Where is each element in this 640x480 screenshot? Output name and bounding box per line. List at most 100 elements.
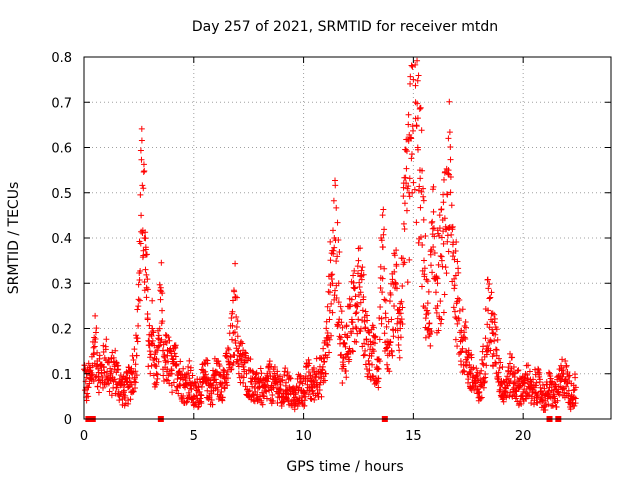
data-point xyxy=(175,390,182,397)
data-point xyxy=(343,374,350,381)
data-point xyxy=(336,333,343,340)
data-point xyxy=(387,291,394,298)
data-point xyxy=(497,386,504,393)
data-point xyxy=(491,315,498,322)
data-point xyxy=(216,362,223,369)
y-axis-ticks: 0 0.1 0.2 0.3 0.4 0.5 0.6 0.7 0.8 xyxy=(51,51,611,428)
data-point xyxy=(379,289,386,296)
data-point xyxy=(168,352,175,359)
data-point xyxy=(410,127,417,134)
data-point xyxy=(422,334,429,341)
data-point xyxy=(197,391,204,398)
data-point xyxy=(398,316,405,323)
data-point xyxy=(229,308,236,315)
data-point xyxy=(420,216,427,223)
data-point xyxy=(335,236,342,243)
data-point xyxy=(442,264,449,271)
data-point xyxy=(532,382,539,389)
data-point xyxy=(302,393,309,400)
data-point xyxy=(337,334,344,341)
data-point xyxy=(454,295,461,302)
data-point xyxy=(90,378,97,385)
data-point xyxy=(445,170,452,177)
data-point xyxy=(360,271,367,278)
data-point xyxy=(401,225,408,232)
data-point xyxy=(375,384,382,391)
data-point xyxy=(266,358,273,365)
data-point xyxy=(132,361,139,368)
data-point xyxy=(404,185,411,192)
data-point xyxy=(418,127,425,134)
data-point xyxy=(354,303,361,310)
data-point xyxy=(350,272,357,279)
data-point xyxy=(422,233,429,240)
data-point xyxy=(155,335,162,342)
data-point xyxy=(430,183,437,190)
data-point xyxy=(172,361,179,368)
data-point xyxy=(198,392,205,399)
data-point xyxy=(135,296,142,303)
data-point xyxy=(494,336,501,343)
data-point xyxy=(108,368,115,375)
data-point xyxy=(172,342,179,349)
data-point xyxy=(343,351,350,358)
data-point xyxy=(159,290,166,297)
data-point xyxy=(559,373,566,380)
data-point xyxy=(447,144,454,151)
y-tick-label: 0.2 xyxy=(51,323,72,338)
data-point xyxy=(375,365,382,372)
data-point xyxy=(406,256,413,263)
data-point xyxy=(356,291,363,298)
data-point xyxy=(425,310,432,317)
data-point xyxy=(437,253,444,260)
data-point xyxy=(137,267,144,274)
data-point xyxy=(204,360,211,367)
data-point xyxy=(435,327,442,334)
data-point xyxy=(264,372,271,379)
data-point xyxy=(149,297,156,304)
data-point xyxy=(415,239,422,246)
data-point xyxy=(137,147,144,154)
data-point xyxy=(556,391,563,398)
data-point xyxy=(452,247,459,254)
data-point xyxy=(374,378,381,385)
data-point xyxy=(329,309,336,316)
data-point xyxy=(553,403,560,410)
data-point xyxy=(461,323,468,330)
data-point xyxy=(208,390,215,397)
data-point xyxy=(483,351,490,358)
data-point xyxy=(157,296,164,303)
data-point xyxy=(399,320,406,327)
data-point xyxy=(362,347,369,354)
data-point xyxy=(204,387,211,394)
data-point xyxy=(374,365,381,372)
data-point xyxy=(301,402,308,409)
data-point xyxy=(156,325,163,332)
data-point xyxy=(156,281,163,288)
data-point xyxy=(351,267,358,274)
data-point xyxy=(495,355,502,362)
data-point xyxy=(421,265,428,272)
data-point xyxy=(137,240,144,247)
data-point xyxy=(496,365,503,372)
data-point xyxy=(345,354,352,361)
data-point xyxy=(561,389,568,396)
data-point xyxy=(193,392,200,399)
data-point xyxy=(497,359,504,366)
data-point xyxy=(132,332,139,339)
data-point xyxy=(158,336,165,343)
data-point xyxy=(486,295,493,302)
data-point xyxy=(326,316,333,323)
data-point xyxy=(438,316,445,323)
data-point xyxy=(430,208,437,215)
data-point xyxy=(391,268,398,275)
data-point xyxy=(155,358,162,365)
data-point xyxy=(231,329,238,336)
x-axis-label: GPS time / hours xyxy=(286,459,403,475)
data-point xyxy=(153,363,160,370)
plot-frame xyxy=(83,56,612,420)
data-point xyxy=(412,82,419,89)
data-point xyxy=(379,212,386,219)
data-point xyxy=(492,331,499,338)
data-point xyxy=(329,280,336,287)
